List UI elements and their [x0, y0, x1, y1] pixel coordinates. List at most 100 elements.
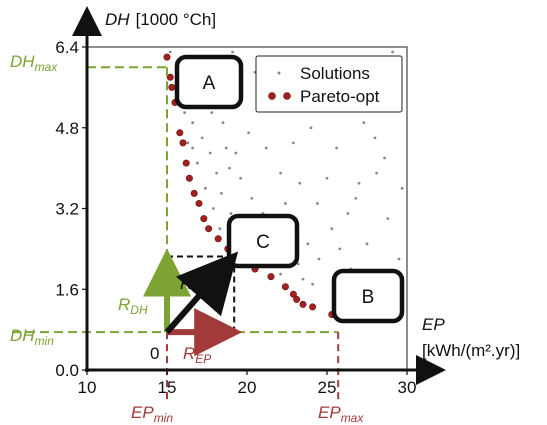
solution-point [391, 50, 394, 54]
solution-point [234, 151, 238, 155]
solution-point [215, 171, 219, 175]
y-tick-label: 0.0 [55, 361, 79, 380]
legend-box [255, 55, 403, 113]
solution-point [247, 131, 251, 135]
box-c: C [226, 213, 300, 269]
origin-label: 0 [150, 344, 159, 363]
solution-point [292, 141, 295, 145]
dh-max-label: DHmax [10, 52, 58, 74]
pareto-point [299, 300, 307, 308]
x-axis-title-unit: [kWh/(m².yr)] [422, 341, 520, 360]
pareto-point [267, 273, 275, 281]
box-b: B [331, 268, 405, 324]
solution-point [338, 247, 342, 251]
x-tick-label: 10 [78, 378, 97, 397]
solution-point [397, 257, 401, 261]
solution-point [239, 176, 243, 180]
solution-point [279, 171, 282, 175]
solution-point [346, 212, 350, 215]
box-b-label: B [362, 287, 375, 308]
solution-point [298, 181, 302, 185]
pareto-point [190, 189, 198, 197]
x-axis-title-symbol: EP [422, 315, 445, 334]
pareto-point [168, 83, 176, 91]
solution-point [330, 227, 334, 231]
solution-point [386, 217, 390, 220]
solution-point [296, 262, 300, 266]
solution-point [317, 257, 321, 261]
pareto-point [179, 139, 187, 147]
solution-point [400, 186, 404, 190]
box-a-label: A [203, 73, 216, 94]
legend: Solutions Pareto-opt [255, 55, 403, 113]
solution-point [284, 202, 287, 205]
solution-point [210, 111, 214, 115]
solution-point [362, 121, 366, 125]
pareto-point [182, 159, 190, 167]
solution-point [316, 202, 319, 205]
solution-point [204, 186, 207, 190]
solution-point [373, 136, 377, 140]
pareto-point [166, 73, 174, 81]
solution-point [325, 176, 329, 180]
legend-pareto-label: Pareto-opt [300, 87, 380, 106]
vector-arrows [143, 248, 243, 357]
solution-point [357, 181, 361, 185]
solution-point [200, 136, 204, 140]
y-tick-label: 4.8 [55, 119, 79, 138]
solution-point [306, 242, 310, 246]
solution-point [279, 272, 282, 276]
y-axis-title: DH [1000 °Ch] [105, 10, 216, 29]
pareto-point [205, 225, 213, 233]
x-tick-label: 15 [158, 378, 177, 397]
pareto-point [281, 283, 289, 291]
solution-point [221, 121, 225, 125]
box-c-label: C [256, 232, 270, 253]
pareto-point [289, 290, 297, 298]
solution-point [212, 207, 215, 210]
solution-point [228, 166, 231, 170]
solution-point [191, 121, 195, 125]
solution-point [383, 156, 386, 160]
pareto-point [195, 199, 203, 207]
solution-point [309, 126, 313, 130]
solution-point [183, 111, 187, 115]
x-tick-label: 20 [238, 378, 257, 397]
pareto-point [293, 295, 301, 303]
pareto-point [163, 53, 171, 61]
solution-point [250, 197, 254, 200]
box-a: A [174, 54, 244, 110]
x-tick-label: 30 [398, 378, 417, 397]
solution-point [354, 197, 358, 200]
pareto-point [176, 129, 184, 137]
legend-pareto-marker-2 [283, 92, 291, 100]
y-tick-label: 6.4 [55, 38, 79, 57]
y-tick-label: 1.6 [55, 280, 79, 299]
pareto-point [214, 235, 222, 243]
ep-min-label: EPmin [131, 403, 173, 425]
legend-solutions-label: Solutions [300, 64, 370, 83]
x-tick-label: 25 [318, 378, 337, 397]
solution-point [375, 171, 378, 175]
solution-point [229, 212, 233, 215]
solution-point [218, 227, 222, 231]
pareto-point [309, 303, 317, 311]
r-dh-label: RDH [118, 295, 148, 317]
pareto-point [185, 174, 193, 182]
solution-point [335, 146, 338, 150]
solution-point [196, 161, 199, 165]
r-label: R [180, 274, 192, 293]
ep-max-label: EPmax [318, 403, 364, 425]
solution-point [224, 146, 228, 150]
pareto-point [200, 215, 208, 223]
legend-solutions-marker [277, 71, 281, 75]
solution-point [311, 282, 314, 286]
solution-point [365, 242, 369, 246]
solution-point [208, 151, 212, 155]
dh-min-label: DHmin [10, 326, 54, 348]
solution-point [220, 191, 223, 195]
solution-point [231, 50, 235, 54]
r-arrow [164, 251, 239, 335]
axis-ticks: 10 15 20 25 30 0.0 1.6 3.2 4.8 6.4 [55, 38, 416, 397]
